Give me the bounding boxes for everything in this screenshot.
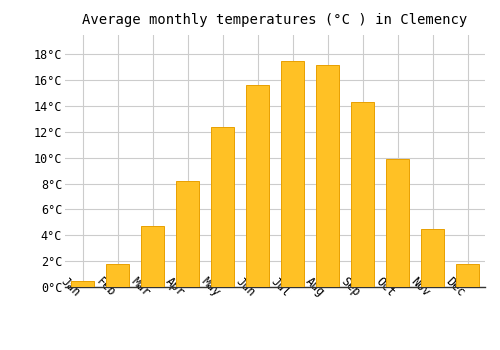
Bar <box>246 85 269 287</box>
Title: Average monthly temperatures (°C ) in Clemency: Average monthly temperatures (°C ) in Cl… <box>82 13 468 27</box>
Bar <box>141 226 164 287</box>
Bar <box>456 264 479 287</box>
Bar <box>316 65 339 287</box>
Bar <box>211 127 234 287</box>
Bar <box>281 61 304 287</box>
Bar <box>176 181 199 287</box>
Bar <box>386 159 409 287</box>
Bar <box>421 229 444 287</box>
Bar <box>106 264 129 287</box>
Bar <box>71 281 94 287</box>
Bar <box>351 102 374 287</box>
